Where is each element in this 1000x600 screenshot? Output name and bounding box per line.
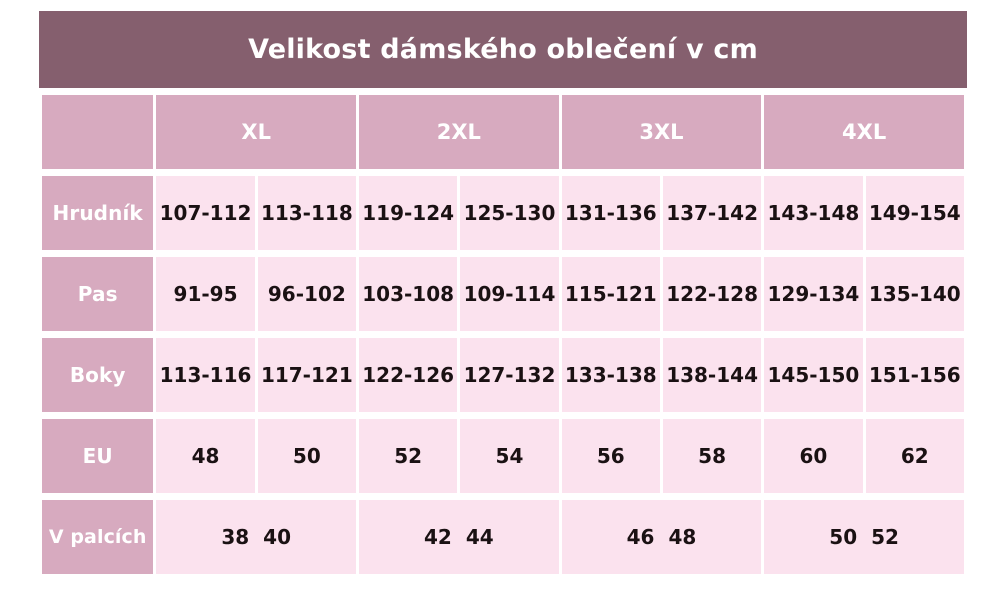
inch-value-48: 48 [668,525,697,549]
cell-boky-2: 117-121 [257,338,356,412]
inch-value-46: 46 [626,525,655,549]
cell-boky-7: 145-150 [764,338,863,412]
table-row-pas: Pas 91-95 96-102 103-108 109-114 115-121… [42,257,964,331]
cell-pas-5: 115-121 [561,257,660,331]
size-chart-table: XL 2XL 3XL 4XL Hrudník 107-112 113-118 1… [39,88,967,581]
cell-eu-4: 54 [460,419,559,493]
cell-boky-8: 151-156 [865,338,964,412]
cell-inches-xl-pair: 38 40 [214,525,298,549]
page-title: Velikost dámského oblečení v cm [39,11,967,88]
cell-boky-6: 138-144 [662,338,762,412]
cell-pas-3: 103-108 [359,257,458,331]
cell-hrudnik-2: 113-118 [257,176,356,250]
row-label-pas: Pas [42,257,154,331]
size-chart-container: Velikost dámského oblečení v cm XL 2XL 3… [39,11,967,581]
row-label-eu: EU [42,419,154,493]
cell-hrudnik-3: 119-124 [359,176,458,250]
table-row-boky: Boky 113-116 117-121 122-126 127-132 133… [42,338,964,412]
table-row-v-palcich: V palcích 38 40 42 44 46 48 50 52 [42,500,964,574]
cell-eu-7: 60 [764,419,863,493]
cell-hrudnik-6: 137-142 [662,176,762,250]
cell-boky-3: 122-126 [359,338,458,412]
row-label-v-palcich: V palcích [42,500,154,574]
cell-eu-2: 50 [257,419,356,493]
cell-boky-4: 127-132 [460,338,559,412]
cell-pas-2: 96-102 [257,257,356,331]
cell-eu-5: 56 [561,419,660,493]
cell-eu-1: 48 [156,419,255,493]
row-label-hrudnik: Hrudník [42,176,154,250]
cell-inches-3xl-pair: 46 48 [620,525,704,549]
inch-value-50: 50 [829,525,858,549]
inch-value-42: 42 [423,525,452,549]
table-header-row: XL 2XL 3XL 4XL [42,95,964,169]
size-header-2xl: 2XL [359,95,559,169]
inch-value-52: 52 [871,525,899,549]
cell-inches-3xl: 46 48 [561,500,762,574]
cell-pas-4: 109-114 [460,257,559,331]
cell-hrudnik-8: 149-154 [865,176,964,250]
cell-pas-6: 122-128 [662,257,762,331]
cell-inches-xl: 38 40 [156,500,356,574]
size-header-3xl: 3XL [561,95,762,169]
cell-hrudnik-7: 143-148 [764,176,863,250]
size-header-4xl: 4XL [764,95,964,169]
inch-value-40: 40 [263,525,292,549]
cell-eu-3: 52 [359,419,458,493]
cell-boky-1: 113-116 [156,338,255,412]
cell-hrudnik-4: 125-130 [460,176,559,250]
size-header-xl: XL [156,95,356,169]
cell-pas-7: 129-134 [764,257,863,331]
cell-eu-8: 62 [865,419,964,493]
inch-value-38: 38 [221,525,250,549]
cell-hrudnik-5: 131-136 [561,176,660,250]
table-row-eu: EU 48 50 52 54 56 58 60 62 [42,419,964,493]
cell-eu-6: 58 [662,419,762,493]
cell-inches-2xl-pair: 42 44 [417,525,501,549]
cell-hrudnik-1: 107-112 [156,176,255,250]
row-label-boky: Boky [42,338,154,412]
table-row-hrudnik: Hrudník 107-112 113-118 119-124 125-130 … [42,176,964,250]
cell-pas-1: 91-95 [156,257,255,331]
cell-inches-4xl-pair: 50 52 [822,525,906,549]
header-corner-cell [42,95,154,169]
cell-boky-5: 133-138 [561,338,660,412]
cell-inches-4xl: 50 52 [764,500,964,574]
cell-pas-8: 135-140 [865,257,964,331]
inch-value-44: 44 [465,525,494,549]
cell-inches-2xl: 42 44 [359,500,559,574]
